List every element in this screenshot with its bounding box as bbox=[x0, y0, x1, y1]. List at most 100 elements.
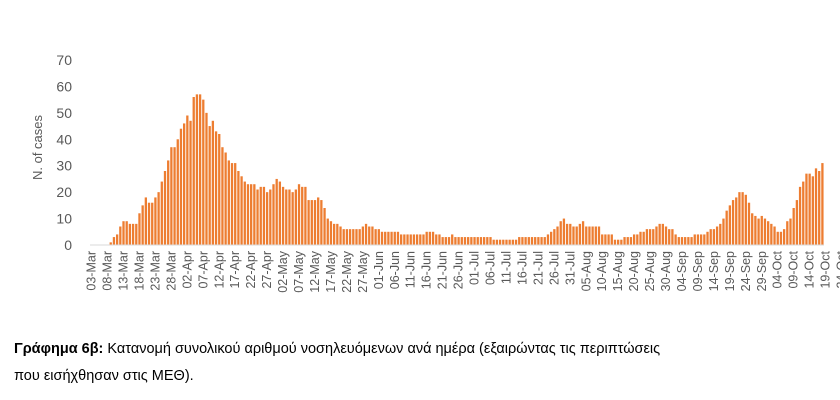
bar bbox=[147, 202, 151, 245]
caption-line-2: που εισήχθησαν στις ΜΕΘ). bbox=[14, 368, 194, 384]
bar bbox=[291, 192, 294, 245]
bar bbox=[310, 200, 313, 245]
bar bbox=[460, 237, 463, 245]
bar bbox=[160, 181, 163, 245]
bar bbox=[798, 186, 802, 245]
bar bbox=[281, 186, 285, 245]
x-tick-label: 17-May bbox=[324, 250, 338, 292]
bar bbox=[138, 213, 141, 245]
bar bbox=[524, 237, 527, 245]
bar bbox=[151, 202, 154, 245]
x-tick-label: 24-Oct bbox=[835, 250, 840, 288]
bar bbox=[425, 231, 428, 245]
bar bbox=[680, 237, 684, 245]
bar bbox=[182, 123, 186, 245]
bar bbox=[428, 231, 432, 245]
bar bbox=[387, 231, 390, 245]
bar bbox=[419, 234, 422, 245]
caption-label: Γράφημα 6β: bbox=[14, 341, 104, 357]
bar bbox=[131, 223, 135, 245]
bar bbox=[317, 197, 320, 245]
y-tick-label: 0 bbox=[64, 237, 72, 253]
bar bbox=[553, 229, 556, 245]
bar bbox=[607, 234, 610, 245]
bar bbox=[339, 226, 342, 245]
x-tick-label: 02-May bbox=[276, 250, 290, 292]
bar bbox=[288, 189, 291, 245]
bar bbox=[364, 223, 368, 245]
x-tick-label: 15-Aug bbox=[611, 251, 625, 291]
bar bbox=[435, 234, 438, 245]
bar bbox=[176, 139, 179, 245]
bar bbox=[604, 234, 607, 245]
x-tick-label: 03-Mar bbox=[85, 251, 99, 291]
bar bbox=[601, 234, 604, 245]
bar bbox=[384, 231, 387, 245]
x-tick-label: 13-Mar bbox=[117, 251, 131, 291]
bar bbox=[786, 221, 789, 245]
bar bbox=[374, 229, 377, 245]
x-tick-label: 23-Mar bbox=[148, 251, 162, 291]
bar bbox=[256, 189, 259, 245]
bar bbox=[163, 171, 167, 245]
bar bbox=[186, 115, 189, 245]
x-tick-label: 28-Mar bbox=[164, 251, 178, 291]
bar bbox=[198, 94, 202, 245]
bar bbox=[393, 231, 396, 245]
bar bbox=[329, 221, 333, 245]
bar bbox=[594, 226, 597, 245]
bar bbox=[709, 229, 712, 245]
bar bbox=[342, 229, 345, 245]
bar bbox=[588, 226, 591, 245]
bar bbox=[285, 189, 288, 245]
bar bbox=[441, 237, 444, 245]
bar bbox=[802, 181, 805, 245]
x-tick-label: 08-Mar bbox=[101, 251, 115, 291]
bar bbox=[112, 237, 116, 245]
bar bbox=[358, 229, 361, 245]
bar bbox=[202, 99, 205, 245]
x-tick-label: 19-Sep bbox=[723, 251, 737, 291]
bar bbox=[534, 237, 537, 245]
x-tick-label: 01-Jul bbox=[468, 251, 482, 285]
x-tick-label: 12-May bbox=[308, 250, 322, 292]
bar bbox=[240, 176, 243, 245]
bar bbox=[294, 189, 297, 245]
bar bbox=[406, 234, 409, 245]
x-tick-label: 06-Jul bbox=[484, 251, 498, 285]
bar bbox=[521, 237, 524, 245]
bar bbox=[167, 160, 170, 245]
bar bbox=[141, 205, 144, 245]
y-tick-label: 10 bbox=[56, 211, 72, 227]
bar bbox=[412, 234, 416, 245]
bar bbox=[549, 231, 553, 245]
x-tick-label: 07-May bbox=[292, 250, 306, 292]
bar bbox=[677, 237, 680, 245]
x-tick-label: 20-Aug bbox=[627, 251, 641, 291]
bar bbox=[144, 197, 147, 245]
x-tick-label: 10-Aug bbox=[595, 251, 609, 291]
bar bbox=[527, 237, 530, 245]
bar bbox=[195, 94, 199, 245]
x-tick-label: 11-Jun bbox=[404, 251, 418, 288]
bar bbox=[747, 202, 751, 245]
bar bbox=[779, 231, 783, 245]
bar bbox=[722, 218, 725, 245]
x-tick-label: 14-Oct bbox=[803, 250, 817, 288]
bar bbox=[719, 223, 722, 245]
bar bbox=[246, 184, 250, 245]
bar bbox=[508, 239, 511, 245]
bar bbox=[572, 226, 575, 245]
bar bbox=[492, 239, 495, 245]
bar bbox=[447, 237, 451, 245]
x-tick-label: 31-Jul bbox=[563, 251, 577, 285]
bar bbox=[652, 229, 655, 245]
bar bbox=[505, 239, 508, 245]
bar bbox=[661, 223, 664, 245]
y-axis-title: N. of cases bbox=[30, 114, 45, 180]
bar bbox=[170, 147, 173, 245]
x-tick-label: 29-Sep bbox=[755, 251, 769, 291]
bar bbox=[253, 184, 256, 245]
bar bbox=[648, 229, 652, 245]
bar bbox=[237, 171, 240, 245]
